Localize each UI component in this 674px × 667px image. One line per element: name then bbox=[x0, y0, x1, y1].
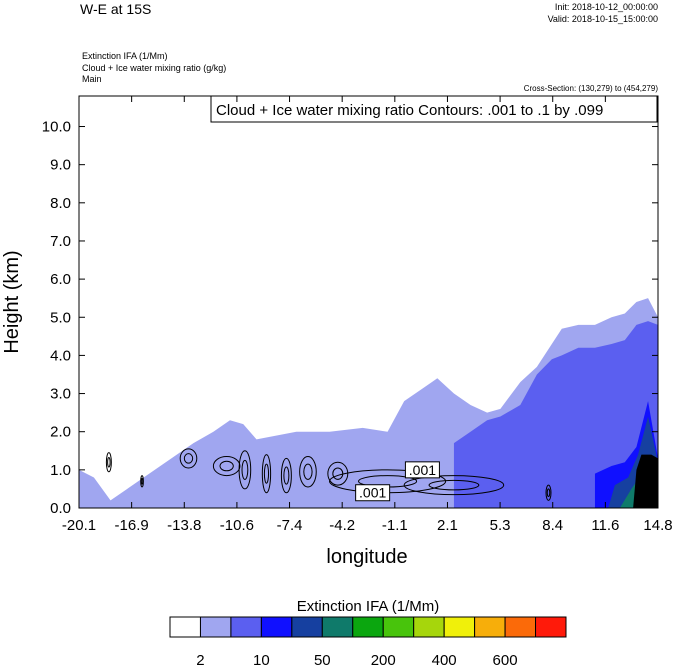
plot-title: W-E at 15S bbox=[80, 1, 151, 17]
contour-label-1: .001 bbox=[409, 462, 436, 478]
axis-ticks: -20.1 -16.9 -13.8 -10.6 -7.4 -4.2 -1.1 2.1 5.3 8.… bbox=[42, 96, 673, 534]
cloud-contour-9 bbox=[327, 461, 349, 486]
cloud-contour-3 bbox=[179, 448, 198, 469]
x-tick-label-2: -13.8 bbox=[167, 517, 201, 534]
colorbar-swatch-8 bbox=[413, 616, 445, 638]
cloud-contour-12 bbox=[545, 484, 552, 501]
y-tick-label-5: 5.0 bbox=[50, 309, 71, 326]
colorbar-swatch-12 bbox=[535, 616, 567, 638]
colorbar-swatch-2 bbox=[230, 616, 262, 638]
cloud-contour-inner-5 bbox=[241, 459, 249, 480]
field-main: Main bbox=[82, 74, 102, 84]
cloud-contour-inner-6 bbox=[263, 463, 270, 484]
cloud-contour-inner-3 bbox=[183, 453, 194, 464]
colorbar: 2 10 50 200 400 600 bbox=[169, 616, 567, 667]
colorbar-swatch-4 bbox=[291, 616, 323, 638]
colorbar-label: Extinction IFA (1/Mm) bbox=[297, 598, 440, 615]
x-tick-label-7: 2.1 bbox=[437, 517, 458, 534]
y-axis-label: Height (km) bbox=[1, 250, 23, 353]
x-tick-label-4: -7.4 bbox=[277, 517, 303, 534]
contour-label-2: .001 bbox=[359, 485, 386, 501]
x-tick-label-10: 11.6 bbox=[591, 517, 619, 534]
colorbar-tick-2: 50 bbox=[314, 652, 331, 667]
cloud-contour-inner-12 bbox=[546, 488, 551, 498]
x-tick-label-6: -1.1 bbox=[382, 517, 408, 534]
cloud-contour-8 bbox=[299, 456, 317, 488]
field-extinction: Extinction IFA (1/Mm) bbox=[82, 51, 168, 61]
colorbar-swatch-0 bbox=[169, 616, 201, 638]
y-tick-label-10: 10.0 bbox=[42, 119, 71, 136]
cloud-contour-inner-1 bbox=[107, 456, 111, 468]
y-tick-label-1: 1.0 bbox=[50, 462, 71, 479]
cloud-contour-inner-11 bbox=[428, 479, 480, 491]
colorbar-swatch-7 bbox=[382, 616, 415, 638]
cloud-contour-5 bbox=[238, 450, 252, 490]
colorbar-tick-0: 2 bbox=[196, 652, 204, 667]
colorbar-swatch-9 bbox=[443, 616, 476, 638]
colorbar-swatch-5 bbox=[321, 616, 354, 638]
plot-area: .001 .001 bbox=[78, 95, 659, 509]
dense-contours-east bbox=[633, 454, 658, 508]
colorbar-tick-5: 600 bbox=[493, 652, 518, 667]
x-axis-label: longitude bbox=[326, 546, 407, 568]
y-tick-label-6: 6.0 bbox=[50, 271, 71, 288]
y-tick-label-0: 0.0 bbox=[50, 500, 71, 517]
cloud-contour-2 bbox=[140, 475, 144, 488]
y-tick-label-7: 7.0 bbox=[50, 233, 71, 250]
cloud-contour-7 bbox=[280, 457, 292, 494]
contour-title: Cloud + Ice water mixing ratio Contours:… bbox=[216, 102, 603, 119]
colorbar-swatch-1 bbox=[199, 616, 232, 638]
cloud-contour-inner-4 bbox=[219, 460, 234, 472]
colorbar-swatch-11 bbox=[504, 616, 537, 638]
x-tick-label-8: 5.3 bbox=[490, 517, 511, 534]
colorbar-swatch-6 bbox=[352, 616, 384, 638]
y-tick-label-3: 3.0 bbox=[50, 386, 71, 403]
contour-label-box-1 bbox=[404, 461, 440, 479]
colorbar-swatch-10 bbox=[474, 616, 506, 638]
y-tick-label-2: 2.0 bbox=[50, 424, 71, 441]
x-tick-label-1: -16.9 bbox=[115, 517, 149, 534]
valid-time: Valid: 2018-10-15_15:00:00 bbox=[548, 14, 658, 24]
cloud-contour-4 bbox=[212, 456, 241, 477]
y-tick-label-4: 4.0 bbox=[50, 347, 71, 364]
cloud-contour-inner-8 bbox=[303, 463, 313, 480]
x-tick-label-9: 8.4 bbox=[542, 517, 563, 534]
y-tick-label-9: 9.0 bbox=[50, 157, 71, 174]
contour-label-box-2 bbox=[355, 484, 391, 502]
colorbar-tick-1: 10 bbox=[253, 652, 270, 667]
x-tick-label-0: -20.1 bbox=[62, 517, 96, 534]
cross-section-label: Cross-Section: (130,279) to (454,279) bbox=[524, 84, 659, 93]
field-cloud-ice: Cloud + Ice water mixing ratio (g/kg) bbox=[82, 63, 226, 73]
cloud-contour-inner-7 bbox=[283, 466, 290, 485]
colorbar-swatch-3 bbox=[260, 616, 293, 638]
x-tick-label-11: 14.8 bbox=[643, 517, 672, 534]
x-tick-label-5: -4.2 bbox=[329, 517, 355, 534]
y-tick-label-8: 8.0 bbox=[50, 195, 71, 212]
colorbar-tick-3: 200 bbox=[371, 652, 396, 667]
extinction-level-10 bbox=[453, 321, 658, 508]
cloud-contour-inner-2 bbox=[140, 477, 144, 485]
cloud-contour-11 bbox=[403, 475, 505, 496]
contour-title-box bbox=[210, 95, 658, 123]
x-tick-label-3: -10.6 bbox=[220, 517, 254, 534]
init-time: Init: 2018-10-12_00:00:00 bbox=[555, 2, 658, 12]
colorbar-tick-4: 400 bbox=[432, 652, 457, 667]
cloud-contour-6 bbox=[261, 454, 272, 494]
cloud-contour-1 bbox=[105, 452, 112, 473]
